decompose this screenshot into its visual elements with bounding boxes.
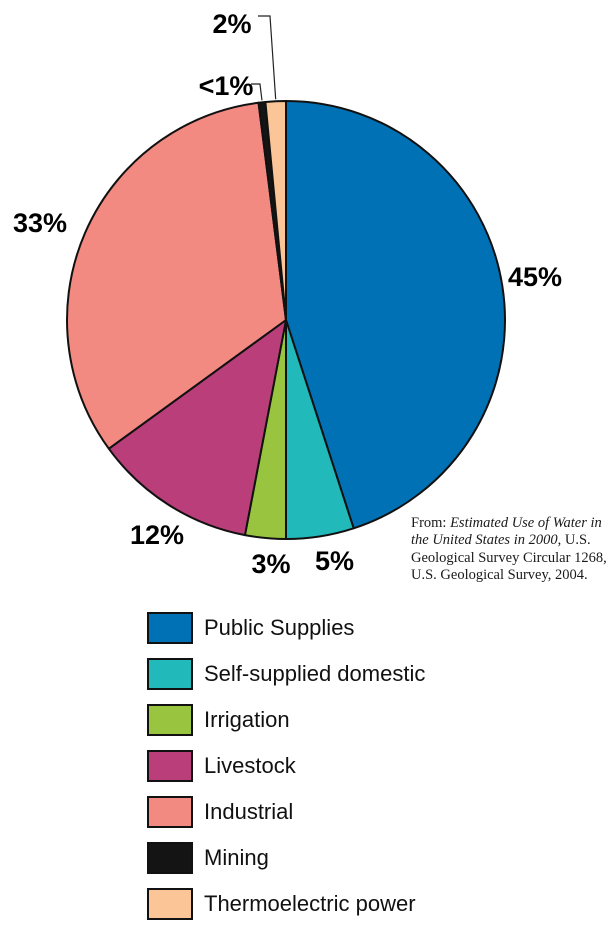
source-title: Estimated Use of Water in the United Sta… [411,515,602,549]
pie-slices [66,99,506,540]
source-citation: From: Estimated Use of Water in the Unit… [411,515,611,585]
source-prefix: From: [411,515,451,531]
slice-label-thermoelectric-power: 2% [212,9,251,39]
slice-label-public-supplies: 45% [508,262,562,292]
slice-labels: 45% 5% 3% 12% 33% <1% 2% [13,9,562,579]
leader-line-mining [251,83,263,101]
slice-label-mining: <1% [199,71,254,101]
legend-label: Self-supplied domestic [204,661,426,686]
legend-label: Irrigation [204,707,290,732]
legend-label: Public Supplies [204,615,355,640]
slice-label-self-supplied-domestic: 5% [315,546,354,576]
legend-swatch [147,612,193,644]
legend-swatch [147,888,193,920]
slice-label-industrial: 33% [13,208,67,238]
slice-label-livestock: 12% [130,520,184,550]
leader-lines [251,15,277,101]
legend-label: Livestock [204,753,296,778]
pie-slice-industrial [66,101,287,450]
slice-label-irrigation: 3% [251,549,290,579]
legend-swatch [147,842,193,874]
pie-slice-thermoelectric-power [264,99,287,321]
source-rest: , U.S. Geological Survey Circular 1268, … [411,532,607,584]
pie-slice-public-supplies [285,100,506,530]
legend-swatch [147,704,193,736]
legend-swatch [147,796,193,828]
leader-line-thermoelectric [258,15,277,100]
legend-label: Mining [204,845,269,870]
legend-label: Industrial [204,799,294,824]
legend-swatch [147,750,193,782]
pie-slice-livestock [107,319,287,537]
legend-label: Thermoelectric power [204,891,416,916]
legend-swatch [147,658,193,690]
